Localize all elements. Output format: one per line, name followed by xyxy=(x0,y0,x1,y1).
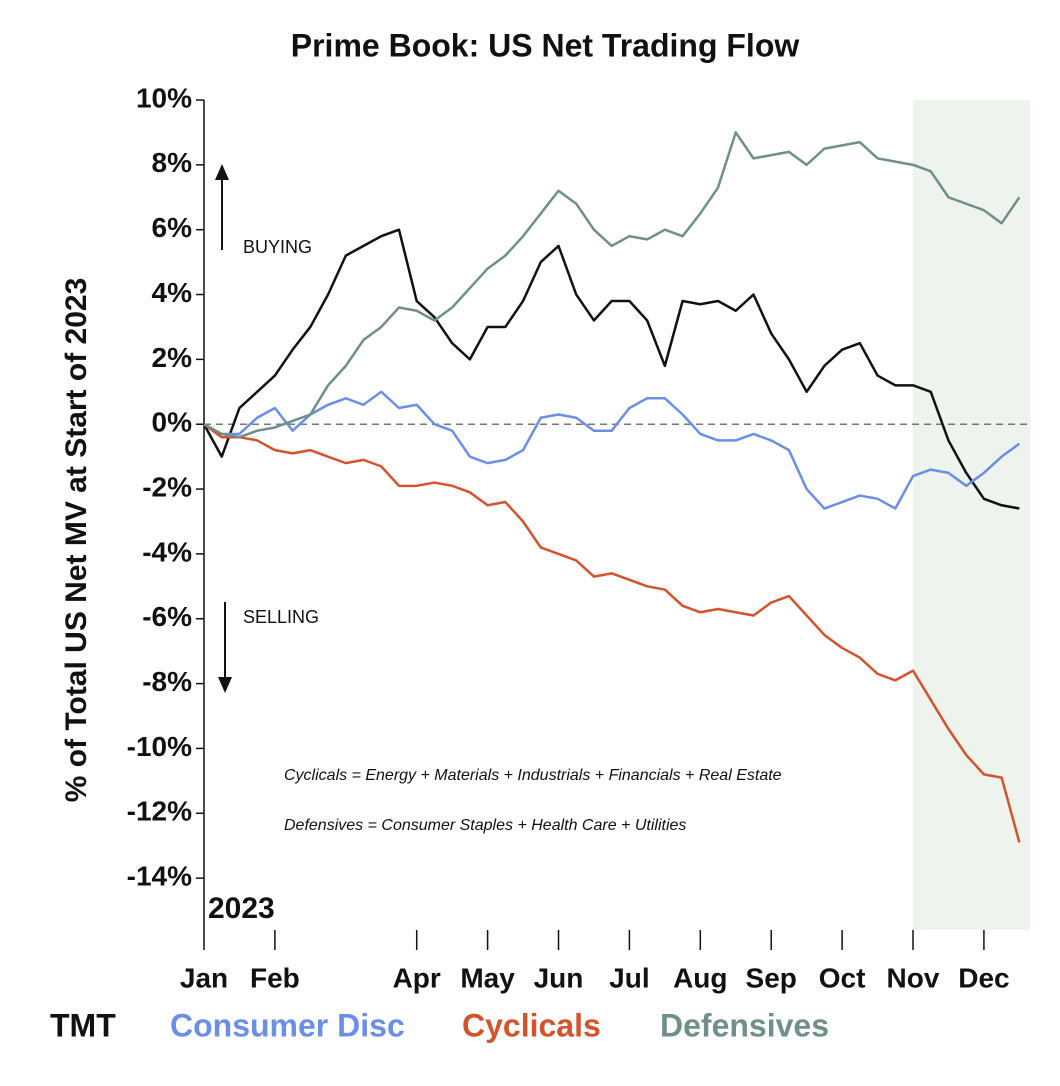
y-tick-label: -4% xyxy=(142,536,192,567)
x-tick-label: Feb xyxy=(250,962,300,993)
y-tick-label: 4% xyxy=(152,277,193,308)
x-tick-label: Sep xyxy=(746,962,797,993)
series-line xyxy=(202,228,1020,510)
y-tick-label: 0% xyxy=(152,407,193,438)
arrow-head xyxy=(218,677,232,693)
x-tick-label: Aug xyxy=(673,962,727,993)
y-axis-label: % of Total US Net MV at Start of 2023 xyxy=(60,278,93,803)
x-tick-label: Nov xyxy=(887,962,940,993)
x-tick-label: Jan xyxy=(180,962,228,993)
y-tick-label: -12% xyxy=(127,796,192,827)
x-tick-label: Dec xyxy=(958,962,1009,993)
x-tick-label: Apr xyxy=(393,962,441,993)
shaded-region xyxy=(913,100,1030,930)
x-tick-label: May xyxy=(460,962,515,993)
legend-entry: TMT xyxy=(50,1007,116,1043)
annotation: 2023 xyxy=(208,892,275,925)
annotation: SELLING xyxy=(243,607,319,627)
chart-title: Prime Book: US Net Trading Flow xyxy=(291,27,800,63)
series-line xyxy=(203,131,1021,439)
series-line xyxy=(203,423,1021,843)
x-tick-label: Jun xyxy=(534,962,584,993)
x-tick-label: Jul xyxy=(609,962,649,993)
y-tick-label: 10% xyxy=(136,82,192,113)
annotation: Defensives = Consumer Staples + Health C… xyxy=(284,817,686,834)
arrow-head xyxy=(215,164,229,180)
y-tick-label: -8% xyxy=(142,666,192,697)
annotation: Cyclicals = Energy + Materials + Industr… xyxy=(284,767,782,784)
y-tick-label: -14% xyxy=(127,861,192,892)
x-tick-label: Oct xyxy=(819,962,866,993)
y-tick-label: 2% xyxy=(152,342,193,373)
y-tick-label: -6% xyxy=(142,601,192,632)
y-tick-label: 8% xyxy=(152,147,193,178)
y-tick-label: -10% xyxy=(127,731,192,762)
legend-entry: Consumer Disc xyxy=(170,1007,405,1043)
legend-entry: Cyclicals xyxy=(462,1007,601,1043)
y-tick-label: 6% xyxy=(152,212,193,243)
series-line xyxy=(203,390,1021,510)
legend-entry: Defensives xyxy=(660,1007,829,1043)
annotation: BUYING xyxy=(243,237,312,257)
y-tick-label: -2% xyxy=(142,471,192,502)
